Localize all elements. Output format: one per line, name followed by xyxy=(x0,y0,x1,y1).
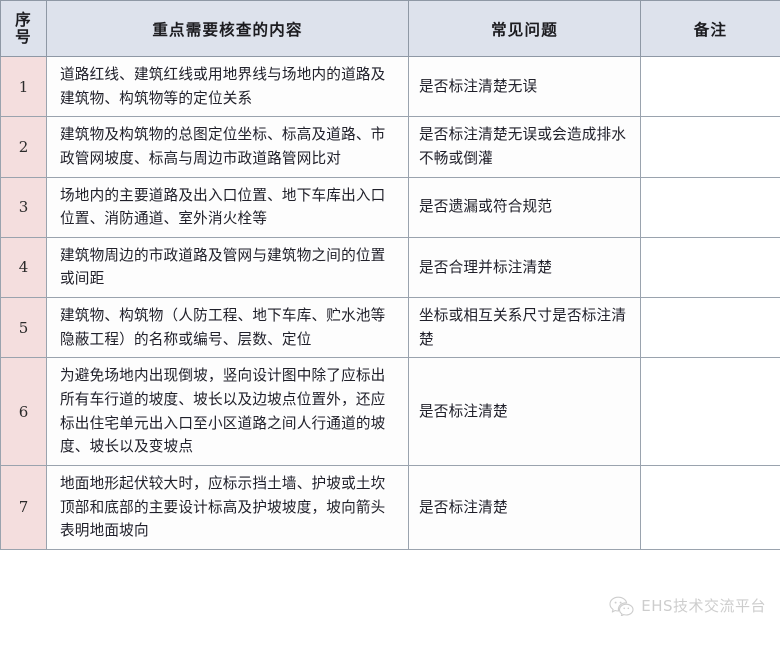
row-issue: 是否标注清楚无误或会造成排水不畅或倒灌 xyxy=(408,116,641,178)
row-issue: 坐标或相互关系尺寸是否标注清楚 xyxy=(408,297,641,359)
watermark: EHS技术交流平台 xyxy=(609,595,766,616)
row-issue: 是否标注清楚无误 xyxy=(408,55,641,118)
row-remark xyxy=(640,297,780,359)
row-remark xyxy=(640,236,780,299)
header-row: 序 号 重点需要核查的内容 常见问题 备注 xyxy=(0,0,780,57)
row-item-text: 场地内的主要道路及出入口位置、地下车库出入口位置、消防通道、室外消火栓等 xyxy=(60,186,386,228)
row-issue: 是否遗漏或符合规范 xyxy=(408,176,641,238)
row-sequence: 2 xyxy=(0,116,47,178)
column-header-issue: 常见问题 xyxy=(408,0,641,57)
row-issue-text: 是否遗漏或符合规范 xyxy=(419,198,553,216)
row-remark xyxy=(640,176,780,238)
row-remark xyxy=(640,464,780,550)
table-body: 1 道路红线、建筑红线或用地界线与场地内的道路及建筑物、构筑物等的定位关系 是否… xyxy=(0,55,780,550)
row-remark xyxy=(640,357,780,466)
row-issue-text: 是否合理并标注清楚 xyxy=(419,258,553,276)
row-item: 场地内的主要道路及出入口位置、地下车库出入口位置、消防通道、室外消火栓等 xyxy=(46,176,409,238)
column-header-sequence-line2: 号 xyxy=(15,27,32,46)
row-item: 建筑物、构筑物（人防工程、地下车库、贮水池等隐蔽工程）的名称或编号、层数、定位 xyxy=(46,297,409,359)
row-remark xyxy=(640,116,780,178)
column-header-sequence: 序 号 xyxy=(0,0,47,57)
row-sequence: 6 xyxy=(0,357,47,466)
row-item: 为避免场地内出现倒坡，竖向设计图中除了应标出所有车行道的坡度、坡长以及边坡点位置… xyxy=(46,357,409,466)
column-header-remark: 备注 xyxy=(640,0,780,57)
row-issue: 是否标注清楚 xyxy=(408,464,641,550)
row-item-text: 建筑物及构筑物的总图定位坐标、标高及道路、市政管网坡度、标高与周边市政道路管网比… xyxy=(60,126,386,167)
row-issue-text: 是否标注清楚无误 xyxy=(419,77,538,95)
row-item: 地面地形起伏较大时，应标示挡土墙、护坡或土坎顶部和底部的主要设计标高及护坡坡度，… xyxy=(46,464,409,550)
table-row: 2 建筑物及构筑物的总图定位坐标、标高及道路、市政管网坡度、标高与周边市政道路管… xyxy=(0,116,780,178)
table-header: 序 号 重点需要核查的内容 常见问题 备注 xyxy=(0,0,780,57)
column-header-sequence-line1: 序 xyxy=(15,11,32,30)
wechat-icon xyxy=(609,596,635,616)
row-sequence: 5 xyxy=(0,297,47,359)
row-remark xyxy=(640,55,780,118)
row-sequence: 4 xyxy=(0,236,47,299)
row-sequence: 7 xyxy=(0,464,47,550)
row-item: 建筑物周边的市政道路及管网与建筑物之间的位置或间距 xyxy=(46,236,409,299)
row-issue: 是否标注清楚 xyxy=(408,357,641,466)
watermark-text: EHS技术交流平台 xyxy=(641,597,766,615)
table-row: 4 建筑物周边的市政道路及管网与建筑物之间的位置或间距 是否合理并标注清楚 xyxy=(0,236,780,299)
column-header-item: 重点需要核查的内容 xyxy=(46,0,409,57)
table-row: 3 场地内的主要道路及出入口位置、地下车库出入口位置、消防通道、室外消火栓等 是… xyxy=(0,176,780,238)
row-issue-text: 是否标注清楚无误或会造成排水不畅或倒灌 xyxy=(419,126,627,167)
row-sequence: 3 xyxy=(0,176,47,238)
table-row: 6 为避免场地内出现倒坡，竖向设计图中除了应标出所有车行道的坡度、坡长以及边坡点… xyxy=(0,357,780,466)
row-item-text: 建筑物、构筑物（人防工程、地下车库、贮水池等隐蔽工程）的名称或编号、层数、定位 xyxy=(60,307,386,348)
row-item-text: 建筑物周边的市政道路及管网与建筑物之间的位置或间距 xyxy=(60,246,386,288)
table-row: 7 地面地形起伏较大时，应标示挡土墙、护坡或土坎顶部和底部的主要设计标高及护坡坡… xyxy=(0,464,780,550)
table-row: 5 建筑物、构筑物（人防工程、地下车库、贮水池等隐蔽工程）的名称或编号、层数、定… xyxy=(0,297,780,359)
row-issue: 是否合理并标注清楚 xyxy=(408,236,641,299)
row-item: 道路红线、建筑红线或用地界线与场地内的道路及建筑物、构筑物等的定位关系 xyxy=(46,55,409,118)
row-sequence: 1 xyxy=(0,55,47,118)
row-issue-text: 坐标或相互关系尺寸是否标注清楚 xyxy=(419,307,627,348)
row-item-text: 为避免场地内出现倒坡，竖向设计图中除了应标出所有车行道的坡度、坡长以及边坡点位置… xyxy=(60,367,386,456)
row-item-text: 地面地形起伏较大时，应标示挡土墙、护坡或土坎顶部和底部的主要设计标高及护坡坡度，… xyxy=(60,474,386,540)
review-checklist-table: 序 号 重点需要核查的内容 常见问题 备注 1 道路红线、建筑红线或用地界线与场… xyxy=(0,0,780,550)
row-issue-text: 是否标注清楚 xyxy=(419,498,508,516)
row-item: 建筑物及构筑物的总图定位坐标、标高及道路、市政管网坡度、标高与周边市政道路管网比… xyxy=(46,116,409,178)
table-row: 1 道路红线、建筑红线或用地界线与场地内的道路及建筑物、构筑物等的定位关系 是否… xyxy=(0,55,780,118)
row-issue-text: 是否标注清楚 xyxy=(419,402,508,420)
row-item-text: 道路红线、建筑红线或用地界线与场地内的道路及建筑物、构筑物等的定位关系 xyxy=(60,66,386,107)
